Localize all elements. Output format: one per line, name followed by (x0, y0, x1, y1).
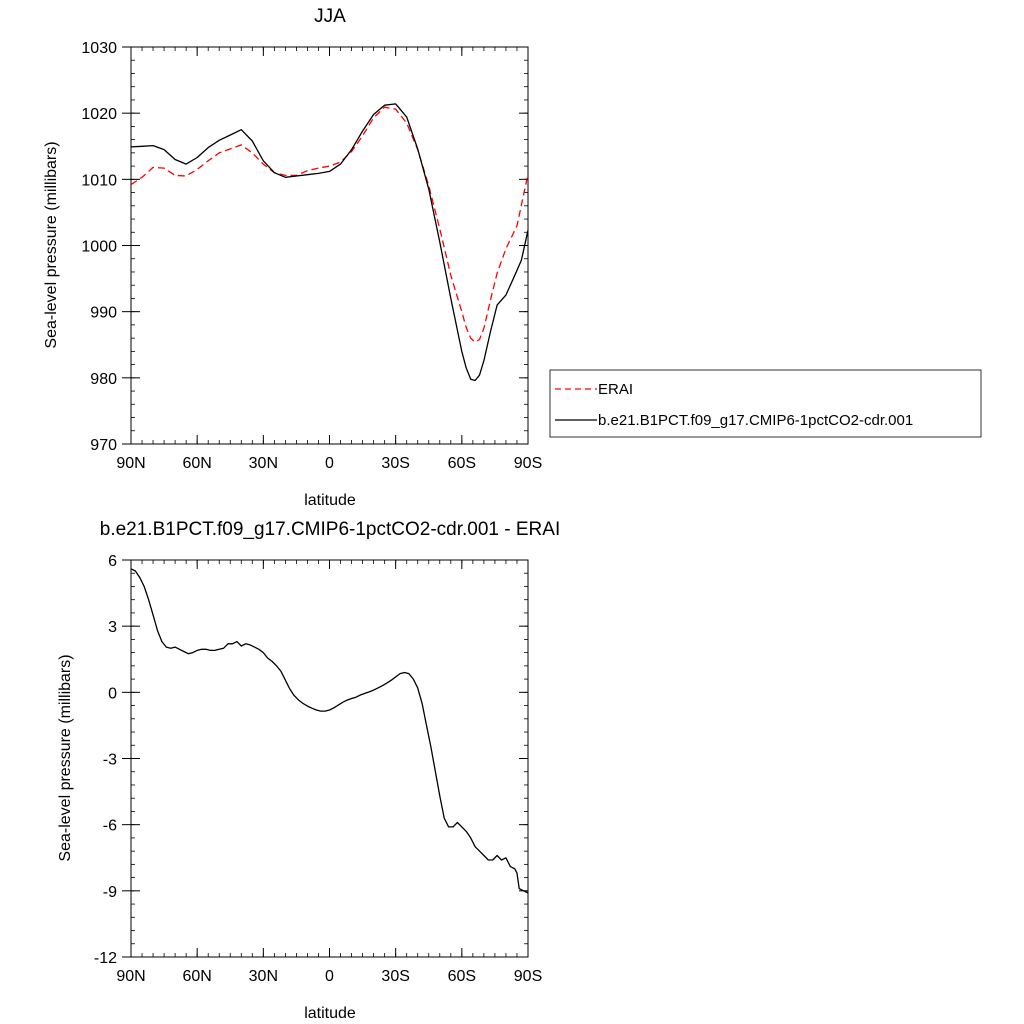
panel-1-y-axis-label: Sea-level pressure (millibars) (43, 141, 60, 348)
panel-2-x-tick-label: 0 (325, 968, 334, 985)
panel-2-y-tick-label: -12 (94, 950, 117, 967)
panel-1-y-tick-label: 1000 (81, 239, 117, 256)
panel-1-y-tick-label: 1010 (81, 172, 117, 189)
legend-label-erai: ERAI (598, 381, 633, 398)
panel-2-x-tick-label: 30N (249, 968, 278, 985)
legend-box (549, 369, 982, 438)
panel-1-ticks: 90N 60N 30N 0 30S 60S 90S 1030 1020 1010 1000 990 98… (81, 40, 542, 472)
panel-2-series (130, 568, 529, 894)
panel-1-x-tick-label: 90S (514, 455, 542, 472)
panel-2-x-tick-label: 60S (448, 968, 476, 985)
legend-label-model: b.e21.B1PCT.f09_g17.CMIP6-1pctCO2-cdr.00… (598, 412, 913, 429)
panel-2-x-tick-label: 90S (514, 968, 542, 985)
panel-2-y-tick-label: 3 (108, 619, 117, 636)
panel-2-x-tick-label: 30S (381, 968, 409, 985)
legend: ERAI b.e21.B1PCT.f09_g17.CMIP6-1pctCO2-c… (549, 369, 982, 438)
panel-1-y-tick-label: 990 (90, 305, 117, 322)
panel-1-x-tick-label: 0 (325, 455, 334, 472)
panel-1-series-line-0 (130, 106, 529, 343)
difference-panel: b.e21.B1PCT.f09_g17.CMIP6-1pctCO2-cdr.00… (57, 519, 560, 1022)
panel-1-series-line-1 (130, 103, 529, 382)
sea-level-pressure-panel: JJA 90N 60N 30N 0 30S 60S 90S10301020101010009… (43, 6, 982, 509)
panel-1-y-tick-label: 980 (90, 371, 117, 388)
panel-2-y-tick-label: -3 (103, 752, 117, 769)
panel-2-x-tick-label: 90N (116, 968, 145, 985)
panel-1-x-tick-label: 60N (182, 455, 211, 472)
panel-2-y-tick-label: 6 (108, 553, 117, 570)
panel-1-x-tick-label: 60S (448, 455, 476, 472)
panel-2-x-tick-label: 60N (182, 968, 211, 985)
panel-2-x-axis-label: latitude (304, 1005, 356, 1022)
panel-1-x-tick-label: 30S (381, 455, 409, 472)
panel-1-y-tick-label: 1020 (81, 106, 117, 123)
panel-2-series-line-0 (130, 568, 529, 894)
panel-2-y-tick-label: -9 (103, 884, 117, 901)
panel-2-ticks: 90N 60N 30N 0 30S 60S 90S 6 3 0 -3 -6 -9 -12 (94, 553, 542, 985)
panel-1-x-tick-label: 90N (116, 455, 145, 472)
panel-1-title: JJA (314, 6, 346, 27)
panel-1-x-axis-label: latitude (304, 492, 356, 509)
panel-1-x-tick-label: 30N (249, 455, 278, 472)
panel-2-frame (130, 559, 529, 958)
panel-2-title: b.e21.B1PCT.f09_g17.CMIP6-1pctCO2-cdr.00… (100, 519, 560, 540)
panel-2-y-tick-label: -6 (103, 818, 117, 835)
panel-1-frame (130, 46, 529, 445)
panel-1-series (130, 103, 529, 382)
panel-1-y-tick-label: 1030 (81, 40, 117, 57)
panel-2-y-tick-label: 0 (108, 685, 117, 702)
panel-1-y-tick-label: 970 (90, 437, 117, 454)
panel-2-y-axis-label: Sea-level pressure (millibars) (57, 654, 74, 861)
